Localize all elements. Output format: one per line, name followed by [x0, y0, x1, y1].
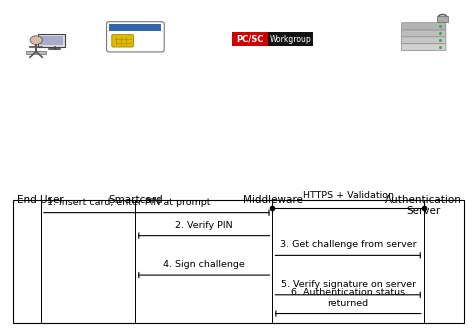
Text: 3. Get challenge from server: 3. Get challenge from server — [280, 241, 416, 249]
Text: Authentication
Server: Authentication Server — [385, 195, 462, 216]
Text: Workgroup: Workgroup — [269, 35, 311, 44]
Text: End User: End User — [18, 195, 64, 205]
FancyBboxPatch shape — [401, 30, 446, 37]
Text: Middleware: Middleware — [243, 195, 302, 205]
FancyBboxPatch shape — [401, 23, 446, 30]
Text: 2. Verify PIN: 2. Verify PIN — [175, 221, 233, 230]
Circle shape — [30, 36, 42, 45]
Text: 1. Insert card, enter PIN at prompt: 1. Insert card, enter PIN at prompt — [47, 198, 210, 207]
Text: PC/SC: PC/SC — [237, 35, 264, 44]
Text: Smartcard: Smartcard — [108, 195, 163, 205]
FancyBboxPatch shape — [232, 32, 268, 46]
Text: HTTPS + Validation: HTTPS + Validation — [302, 191, 393, 201]
FancyBboxPatch shape — [401, 44, 446, 50]
FancyBboxPatch shape — [109, 24, 161, 31]
Text: 6. Authentication status
returned: 6. Authentication status returned — [291, 288, 405, 308]
FancyBboxPatch shape — [401, 37, 446, 44]
FancyBboxPatch shape — [107, 22, 164, 52]
FancyBboxPatch shape — [40, 36, 63, 46]
FancyBboxPatch shape — [26, 51, 46, 54]
Text: 4. Sign challenge: 4. Sign challenge — [163, 260, 245, 269]
FancyBboxPatch shape — [12, 200, 464, 323]
FancyBboxPatch shape — [37, 34, 65, 48]
FancyBboxPatch shape — [268, 32, 313, 46]
FancyBboxPatch shape — [112, 35, 134, 47]
Text: 5. Verify signature on server: 5. Verify signature on server — [281, 280, 416, 289]
FancyBboxPatch shape — [437, 16, 448, 22]
